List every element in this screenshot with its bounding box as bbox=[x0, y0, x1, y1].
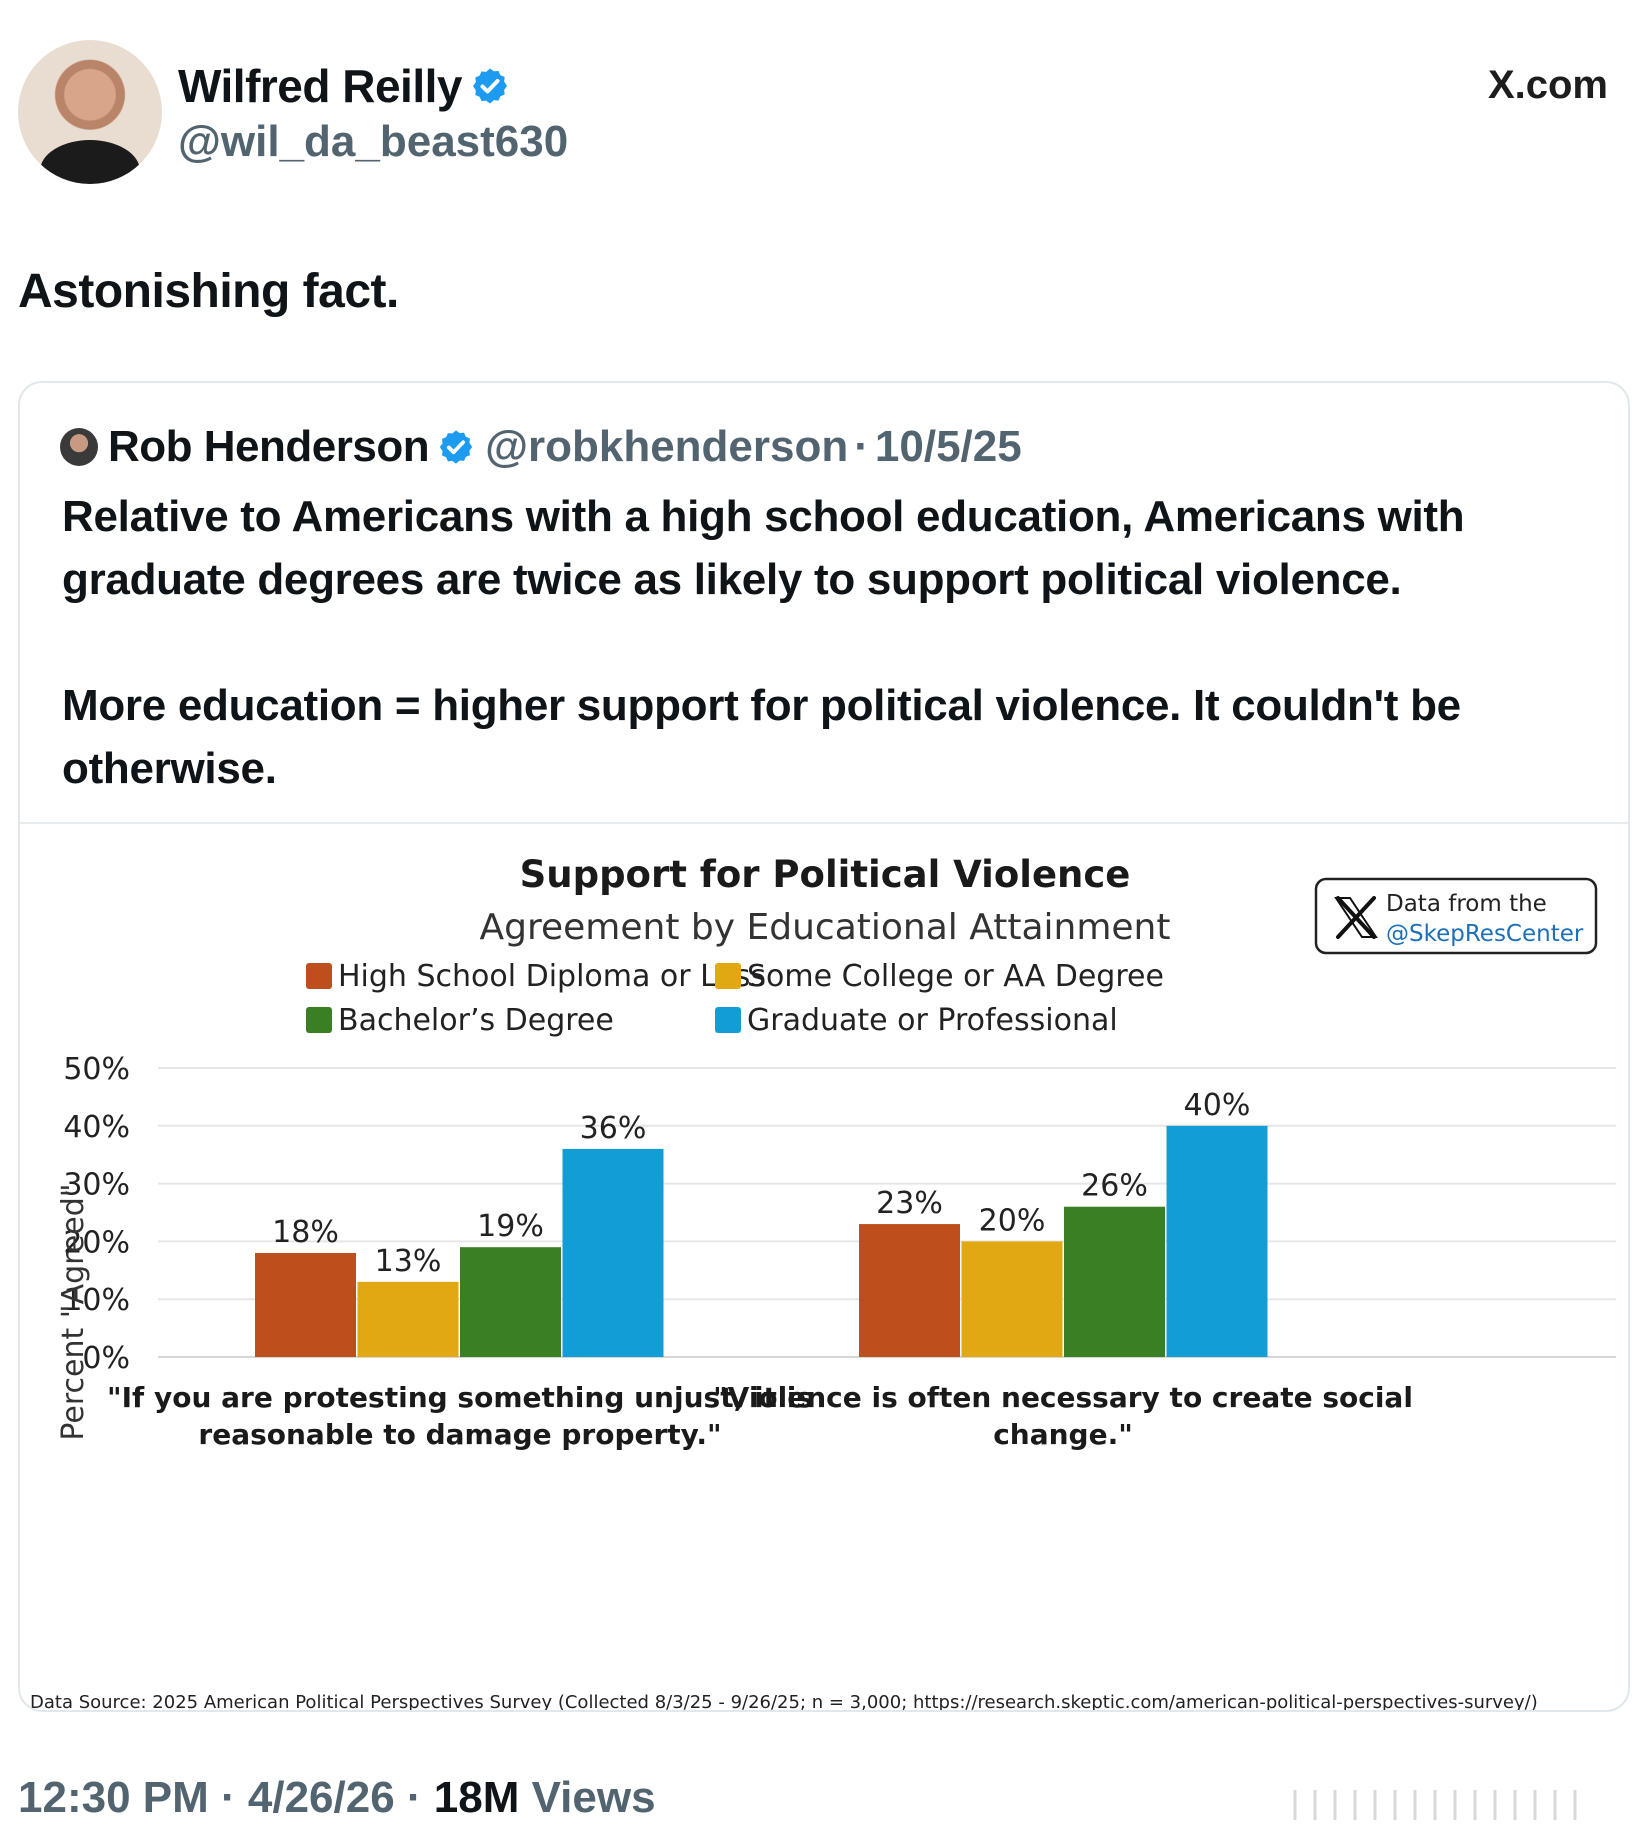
author-name-text[interactable]: Wilfred Reilly bbox=[178, 60, 462, 112]
legend-swatch bbox=[715, 1007, 741, 1033]
bar-value-label: 19% bbox=[477, 1209, 544, 1244]
quoted-tweet-header: Rob Henderson @robkhenderson · 10/5/25 bbox=[60, 419, 1022, 475]
quoted-tweet-card[interactable]: Rob Henderson @robkhenderson · 10/5/25 R… bbox=[18, 381, 1630, 1712]
category-label: "Violence is often necessary to create s… bbox=[713, 1381, 1413, 1414]
y-tick-label: 30% bbox=[63, 1168, 130, 1203]
bar-value-label: 36% bbox=[580, 1111, 647, 1146]
quoted-verified-badge-icon bbox=[439, 430, 473, 464]
y-tick-label: 50% bbox=[63, 1052, 130, 1087]
y-tick-label: 0% bbox=[82, 1341, 130, 1376]
quoted-author-name[interactable]: Rob Henderson bbox=[108, 422, 430, 471]
category-labels: "If you are protesting something unjust,… bbox=[107, 1381, 1413, 1451]
quoted-date[interactable]: 10/5/25 bbox=[874, 422, 1022, 471]
bar bbox=[562, 1148, 664, 1357]
author-handle[interactable]: @wil_da_beast630 bbox=[178, 117, 569, 166]
data-source-badge: Data from the @SkepResCenter bbox=[1314, 877, 1598, 955]
bar bbox=[357, 1281, 459, 1357]
chart-source: Data Source: 2025 American Political Per… bbox=[30, 1692, 1538, 1712]
y-axis-ticks: 0% 10% 20% 30% 40% 50% bbox=[63, 1052, 130, 1376]
separator-dot: · bbox=[394, 1773, 434, 1822]
bar-value-label: 23% bbox=[876, 1186, 943, 1221]
media-divider bbox=[20, 822, 1628, 824]
bar bbox=[460, 1247, 561, 1357]
y-tick-label: 20% bbox=[63, 1225, 130, 1260]
post-date[interactable]: 4/26/26 bbox=[247, 1773, 395, 1822]
category-label: change." bbox=[993, 1418, 1133, 1451]
legend-swatch bbox=[306, 963, 332, 989]
legend-label: High School Diploma or Less bbox=[338, 959, 766, 994]
bar bbox=[1064, 1206, 1165, 1357]
brand-label: X.com bbox=[1487, 63, 1608, 107]
y-tick-label: 40% bbox=[63, 1110, 130, 1145]
bar bbox=[859, 1224, 960, 1357]
tweet-metadata: 12:30 PM · 4/26/26 · 18M Views bbox=[18, 1770, 656, 1826]
bar bbox=[961, 1241, 1063, 1357]
quoted-tweet-text: Relative to Americans with a high school… bbox=[62, 485, 1602, 800]
category-label: reasonable to damage property." bbox=[198, 1418, 721, 1451]
quoted-author-handle[interactable]: @robkhenderson bbox=[485, 422, 849, 471]
author-name[interactable]: Wilfred Reilly bbox=[178, 58, 510, 114]
legend-label: Graduate or Professional bbox=[747, 1003, 1118, 1038]
tweet-text: Astonishing fact. bbox=[18, 265, 399, 318]
legend-label: Bachelor’s Degree bbox=[338, 1003, 614, 1038]
bar-value-label: 26% bbox=[1081, 1169, 1148, 1204]
y-tick-label: 10% bbox=[63, 1283, 130, 1318]
bar-value-label: 18% bbox=[272, 1215, 339, 1250]
bar bbox=[1166, 1125, 1268, 1357]
bar bbox=[255, 1252, 356, 1357]
quoted-paragraph-2: More education = higher support for poli… bbox=[62, 681, 1461, 793]
separator-dot: · bbox=[854, 422, 869, 471]
views-label: Views bbox=[531, 1773, 656, 1822]
legend-label: Some College or AA Degree bbox=[747, 959, 1164, 994]
y-axis-label: Percent "Agreed" bbox=[56, 1183, 91, 1440]
quoted-author-avatar[interactable] bbox=[60, 428, 98, 466]
bar-value-label: 13% bbox=[375, 1244, 442, 1279]
quoted-paragraph-1: Relative to Americans with a high school… bbox=[62, 492, 1465, 604]
badge-line-1: Data from the bbox=[1386, 891, 1547, 917]
category-label: "If you are protesting something unjust,… bbox=[107, 1381, 813, 1414]
chart-subtitle: Agreement by Educational Attainment bbox=[480, 907, 1171, 948]
author-avatar[interactable] bbox=[18, 40, 162, 184]
post-time[interactable]: 12:30 PM bbox=[18, 1773, 209, 1822]
legend-swatch bbox=[306, 1007, 332, 1033]
views-count: 18M bbox=[433, 1773, 520, 1822]
badge-line-2: @SkepResCenter bbox=[1386, 921, 1584, 947]
chart-image[interactable]: Support for Political Violence Agreement… bbox=[20, 824, 1628, 1712]
verified-badge-icon bbox=[472, 68, 507, 104]
chart-bars: 18% 13% 19% 36% 23% 20% 26% 40% bbox=[255, 1088, 1268, 1357]
x-logo-icon bbox=[1334, 896, 1378, 939]
watermark-lines-icon bbox=[1293, 1790, 1577, 1820]
chart-title: Support for Political Violence bbox=[520, 853, 1131, 896]
bar-value-label: 40% bbox=[1184, 1088, 1251, 1123]
legend-swatch bbox=[715, 963, 741, 989]
separator-dot: · bbox=[208, 1773, 248, 1822]
bar-value-label: 20% bbox=[979, 1203, 1046, 1238]
